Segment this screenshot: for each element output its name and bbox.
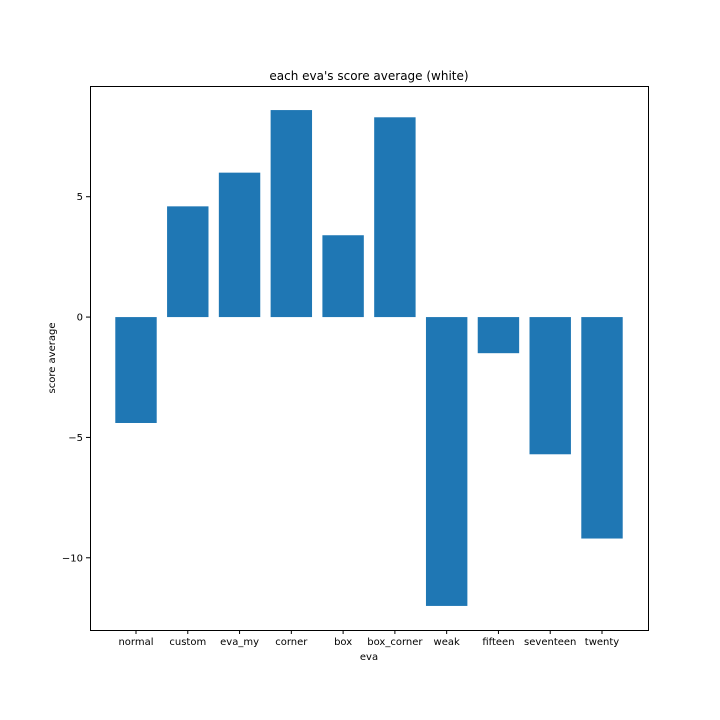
x-axis-label: eva — [360, 652, 378, 663]
x-ticks-group: normal custom eva_my corner box box_corner wea… — [118, 630, 619, 648]
x-tick-label: custom — [169, 637, 206, 648]
x-tick-label: seventeen — [524, 637, 576, 648]
x-tick-label: box — [334, 637, 352, 648]
bar-seventeen — [529, 317, 571, 455]
y-tick-label: −10 — [62, 553, 83, 564]
x-tick-label: fifteen — [482, 637, 514, 648]
plot-frame — [90, 86, 649, 631]
chart-title: each eva's score average (white) — [269, 69, 468, 83]
y-tick-label: 0 — [77, 313, 83, 324]
x-tick-label: corner — [275, 637, 308, 648]
bar-weak — [425, 317, 468, 606]
bar-custom — [167, 206, 209, 318]
bar-normal — [115, 317, 157, 423]
bar-box — [322, 235, 364, 318]
bar-fifteen — [477, 317, 520, 354]
x-tick-label: weak — [434, 637, 460, 648]
bar-twenty — [581, 317, 623, 539]
y-ticks-group: −10 −5 0 5 — [62, 192, 90, 564]
x-tick-label: box_corner — [367, 637, 423, 648]
y-tick-label: −5 — [68, 433, 83, 444]
bar-corner — [270, 110, 313, 318]
bar-eva_my — [218, 172, 261, 318]
bar-box_corner — [374, 117, 416, 318]
bars-group — [115, 110, 623, 606]
y-axis-label: score average — [47, 323, 58, 394]
y-tick-label: 5 — [77, 192, 83, 203]
x-tick-label: normal — [118, 637, 153, 648]
x-tick-label: twenty — [585, 637, 620, 648]
x-tick-label: eva_my — [220, 637, 259, 648]
